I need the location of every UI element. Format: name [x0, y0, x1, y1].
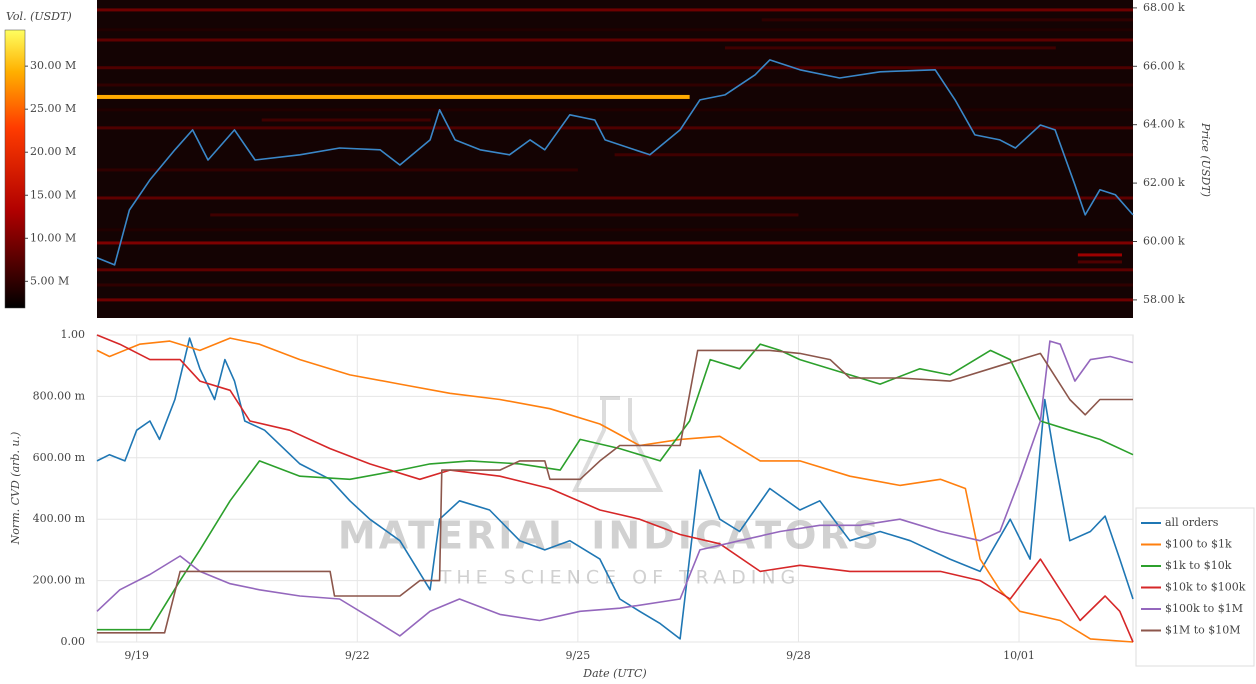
- x-tick-label: 9/22: [345, 649, 370, 662]
- liquidity-band: [97, 283, 1133, 287]
- x-tick-label: 9/25: [566, 649, 591, 662]
- colorbar-tick-label: 10.00 M: [30, 231, 76, 244]
- liquidity-band: [97, 28, 1133, 32]
- y-tick-label: 800.00 m: [33, 389, 86, 402]
- series-line: [96, 59, 1134, 266]
- series-line: [96, 340, 1134, 637]
- watermark: THE SCIENCE OF TRADING: [439, 567, 801, 589]
- colorbar-tick-label: 20.00 M: [30, 145, 76, 158]
- y-tick-label: 200.00 m: [33, 574, 86, 587]
- liquidity-band: [97, 268, 1133, 272]
- y-tick-label: 66.00 k: [1143, 59, 1185, 72]
- legend-label: $10k to $100k: [1165, 581, 1246, 594]
- y-tick-label: 1.00: [61, 328, 86, 341]
- colorbar-tick-label: 5.00 M: [30, 274, 69, 287]
- liquidity-band: [97, 108, 1133, 112]
- y-tick-label: 0.00: [61, 635, 86, 648]
- liquidity-band: [97, 83, 1133, 87]
- y-tick-label: 64.00 k: [1143, 118, 1185, 131]
- liquidity-band: [210, 213, 799, 217]
- x-tick-label: 9/28: [786, 649, 811, 662]
- colorbar-tick-label: 25.00 M: [30, 102, 76, 115]
- liquidity-band: [261, 118, 431, 122]
- liquidity-band: [97, 298, 1133, 302]
- liquidity-band: [97, 228, 1133, 232]
- series-line: [96, 337, 1134, 640]
- series-line: [97, 343, 1134, 631]
- y-tick-label: 62.00 k: [1143, 176, 1185, 189]
- x-tick-label: 9/19: [124, 649, 149, 662]
- y-tick-label: 600.00 m: [33, 451, 86, 464]
- legend-label: $100 to $1k: [1165, 538, 1232, 551]
- liquidity-band: [761, 18, 1133, 22]
- liquidity-band: [724, 46, 1056, 50]
- liquidity-band: [97, 241, 1133, 245]
- liquidity-band: [97, 38, 1133, 42]
- liquidity-band: [97, 196, 1133, 200]
- liquidity-band: [97, 94, 690, 99]
- y-axis-title: Norm. CVD (arb. u.): [9, 432, 22, 546]
- legend-label: $1M to $10M: [1165, 624, 1241, 637]
- y-tick-label: 400.00 m: [33, 512, 86, 525]
- x-tick-label: 10/01: [1003, 649, 1035, 662]
- liquidity-band: [97, 8, 1133, 12]
- liquidity-band: [1077, 260, 1122, 264]
- y-tick-label: 58.00 k: [1143, 293, 1185, 306]
- legend-label: all orders: [1165, 516, 1219, 529]
- colorbar-title: Vol. (USDT): [6, 10, 72, 23]
- colorbar: [4, 29, 26, 309]
- liquidity-band: [97, 126, 1133, 130]
- liquidity-band: [97, 168, 578, 172]
- legend-label: $100k to $1M: [1165, 602, 1243, 615]
- y-tick-label: 68.00 k: [1143, 1, 1185, 14]
- watermark: MATERIAL INDICATORS: [338, 514, 882, 558]
- series-line: [97, 349, 1133, 634]
- liquidity-band: [614, 153, 1133, 157]
- liquidity-band: [1077, 253, 1122, 257]
- y-tick-label: 60.00 k: [1143, 234, 1185, 247]
- series-line: [96, 334, 1134, 643]
- liquidity-band: [97, 66, 1133, 70]
- watermark-logo: [571, 396, 664, 492]
- colorbar-tick-label: 15.00 M: [30, 188, 76, 201]
- colorbar-tick-label: 30.00 M: [30, 59, 76, 72]
- legend-label: $1k to $10k: [1165, 559, 1232, 572]
- x-axis-title: Date (UTC): [582, 667, 646, 680]
- y-axis-title: Price (USDT): [1199, 122, 1212, 197]
